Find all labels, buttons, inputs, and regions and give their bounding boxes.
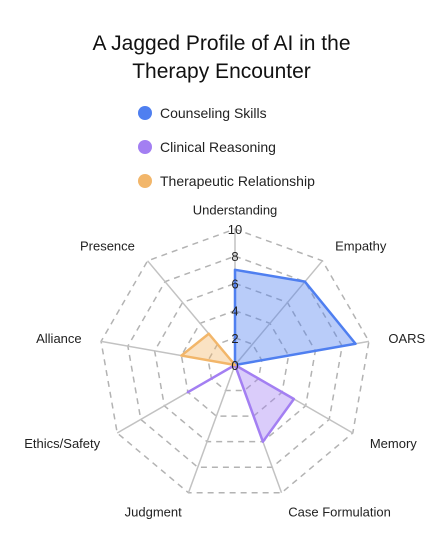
legend-label-therapeutic-relationship: Therapeutic Relationship <box>160 173 315 189</box>
tick-label-0: 0 <box>231 358 238 373</box>
legend-item-counseling-skills: Counseling Skills <box>138 96 315 130</box>
axis-label-understanding: Understanding <box>193 202 278 217</box>
legend: Counseling Skills Clinical Reasoning The… <box>138 96 315 198</box>
spoke-5 <box>187 364 236 494</box>
tick-label-10: 10 <box>228 222 242 237</box>
axis-label-judgment: Judgment <box>125 504 182 519</box>
legend-label-clinical-reasoning: Clinical Reasoning <box>160 139 276 155</box>
axis-label-empathy: Empathy <box>335 239 387 254</box>
grid-ring-2 <box>180 309 290 417</box>
grid-ring-1 <box>207 337 263 392</box>
spoke-1 <box>234 260 323 366</box>
legend-swatch-clinical-reasoning <box>138 140 152 154</box>
axis-label-ethics-safety: Ethics/Safety <box>24 436 100 451</box>
legend-label-counseling-skills: Counseling Skills <box>160 105 267 121</box>
series-area-0 <box>233 268 357 367</box>
chart-title-line-2: Therapy Encounter <box>132 60 311 83</box>
tick-label-4: 4 <box>231 304 238 319</box>
axis-label-case-formulation: Case Formulation <box>288 504 391 519</box>
series-area-2 <box>180 332 237 367</box>
grid-ring-4 <box>127 255 343 468</box>
axis-label-memory: Memory <box>370 436 417 451</box>
chart-title: A Jagged Profile of AI in the Therapy En… <box>0 30 443 86</box>
tick-label-2: 2 <box>231 331 238 346</box>
legend-swatch-counseling-skills <box>138 106 152 120</box>
grid-ring-3 <box>153 282 317 443</box>
tick-label-6: 6 <box>231 276 238 291</box>
series-area-1 <box>186 363 296 443</box>
legend-item-clinical-reasoning: Clinical Reasoning <box>138 130 315 164</box>
legend-swatch-therapeutic-relationship <box>138 174 152 188</box>
axis-label-alliance: Alliance <box>36 331 82 346</box>
legend-item-therapeutic-relationship: Therapeutic Relationship <box>138 164 315 198</box>
axis-label-oars: OARS <box>388 331 425 346</box>
grid-ring-5 <box>100 228 370 494</box>
axis-label-presence: Presence <box>80 239 135 254</box>
chart-title-line-1: A Jagged Profile of AI in the <box>92 32 351 55</box>
tick-label-8: 8 <box>231 249 238 264</box>
